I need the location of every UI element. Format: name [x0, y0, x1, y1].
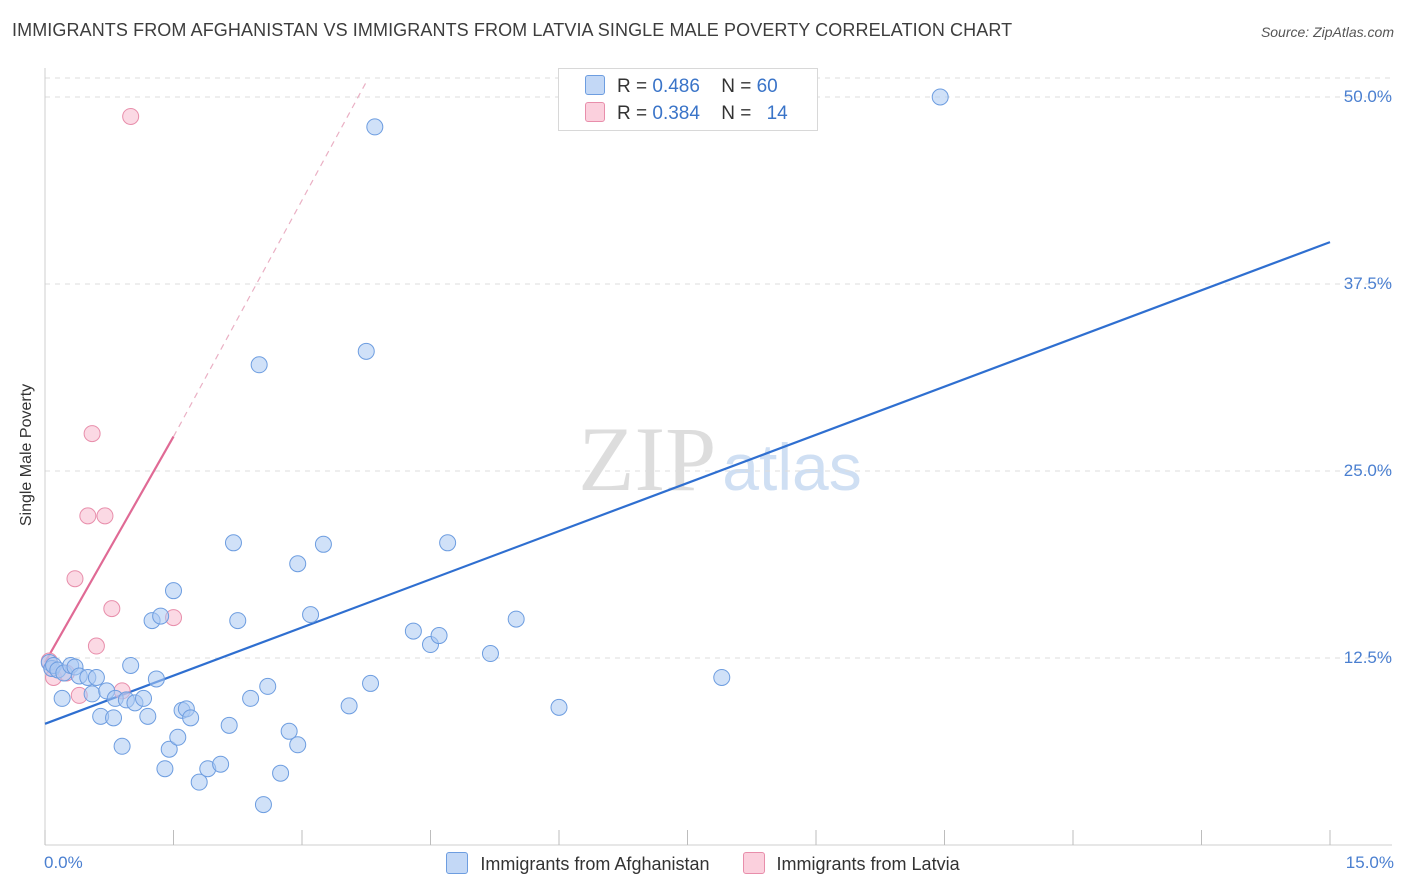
series-legend: Immigrants from Afghanistan Immigrants f…: [0, 852, 1406, 875]
afghanistan-point: [105, 709, 123, 727]
afghanistan-point: [224, 534, 242, 552]
legend-row-latvia: R = 0.384 N = 14: [585, 102, 788, 126]
source-label: Source: ZipAtlas.com: [1260, 24, 1394, 40]
afghanistan-point: [430, 627, 448, 645]
legend-row-afghanistan: R = 0.486 N = 60: [585, 75, 778, 99]
latvia-point: [66, 570, 84, 588]
afghanistan-point: [139, 707, 157, 725]
y-tick-label: 12.5%: [1343, 648, 1392, 667]
legend-n-value-latvia: 14: [766, 103, 788, 124]
legend-n-label: N =: [721, 103, 752, 124]
afghanistan-point: [481, 645, 499, 663]
latvia-point: [96, 507, 114, 525]
afghanistan-point: [366, 118, 384, 136]
latvia-point: [103, 600, 121, 618]
afghanistan-point: [83, 685, 101, 703]
legend-label-afghanistan: Immigrants from Afghanistan: [480, 854, 710, 874]
afghanistan-point: [931, 88, 949, 106]
afghanistan-point: [160, 740, 178, 758]
watermark: ZIPatlas: [578, 408, 861, 510]
latvia-swatch: [585, 102, 605, 122]
watermark-atlas: atlas: [722, 430, 861, 504]
afghanistan-point: [229, 612, 247, 630]
afghanistan-point: [302, 606, 320, 624]
afghanistan-point: [340, 697, 358, 715]
afghanistan-point: [152, 607, 170, 625]
afghanistan-point: [190, 773, 208, 791]
afghanistan-point: [280, 722, 298, 740]
legend-label-latvia: Immigrants from Latvia: [776, 854, 960, 874]
afghanistan-point: [242, 689, 260, 707]
latvia-point: [122, 107, 140, 125]
afghanistan-point: [87, 668, 105, 686]
afghanistan-point: [135, 689, 153, 707]
afghanistan-point: [713, 668, 731, 686]
afghanistan-point: [289, 736, 307, 754]
x-tick-label-min: 0.0%: [44, 853, 83, 872]
afghanistan-point: [357, 342, 375, 360]
latvia-trend-line: [44, 436, 175, 664]
afghanistan-point: [254, 796, 272, 814]
afghanistan-point: [550, 698, 568, 716]
afghanistan-trend-line: [44, 241, 1331, 725]
legend-r-value-latvia: 0.384: [652, 103, 700, 124]
afghanistan-point: [169, 728, 187, 746]
latvia-legend-swatch: [742, 852, 765, 874]
afghanistan-legend-swatch: [446, 852, 469, 874]
legend-item-latvia[interactable]: Immigrants from Latvia: [742, 852, 960, 875]
afghanistan-point: [439, 534, 457, 552]
legend-r-label: R =: [617, 103, 648, 124]
afghanistan-point: [362, 674, 380, 692]
afghanistan-point: [53, 689, 71, 707]
chart-title: IMMIGRANTS FROM AFGHANISTAN VS IMMIGRANT…: [12, 20, 1013, 40]
afghanistan-point: [165, 582, 182, 600]
afghanistan-point: [147, 670, 165, 688]
afghanistan-point: [212, 755, 230, 773]
stats-legend: R = 0.486 N = 60 R = 0.384 N = 14: [558, 68, 818, 131]
afghanistan-point: [220, 716, 238, 734]
x-tick-label-max: 15.0%: [1345, 853, 1394, 872]
afghanistan-point: [259, 677, 277, 695]
afghanistan-point: [404, 622, 422, 640]
watermark-zip: ZIP: [578, 408, 716, 510]
latvia-point: [87, 637, 105, 655]
afghanistan-point: [250, 356, 268, 374]
latvia-trend-extension: [172, 81, 367, 437]
legend-item-afghanistan[interactable]: Immigrants from Afghanistan: [446, 852, 710, 875]
y-tick-label: 50.0%: [1343, 87, 1392, 106]
latvia-point: [79, 507, 97, 525]
y-tick-label: 37.5%: [1343, 274, 1392, 293]
afghanistan-point: [289, 555, 307, 573]
afghanistan-point: [156, 760, 174, 778]
latvia-point: [83, 425, 101, 443]
legend-n-label: N =: [721, 76, 752, 97]
afghanistan-point: [113, 737, 131, 755]
afghanistan-swatch: [585, 75, 605, 95]
y-tick-label: 25.0%: [1343, 461, 1392, 480]
afghanistan-point: [182, 709, 200, 727]
afghanistan-point: [507, 610, 525, 628]
legend-n-value-afghanistan: 60: [756, 76, 778, 97]
afghanistan-point: [122, 656, 140, 674]
legend-r-value-afghanistan: 0.486: [652, 76, 700, 97]
legend-r-label: R =: [617, 76, 648, 97]
afghanistan-point: [272, 764, 290, 782]
afghanistan-point: [314, 535, 332, 553]
